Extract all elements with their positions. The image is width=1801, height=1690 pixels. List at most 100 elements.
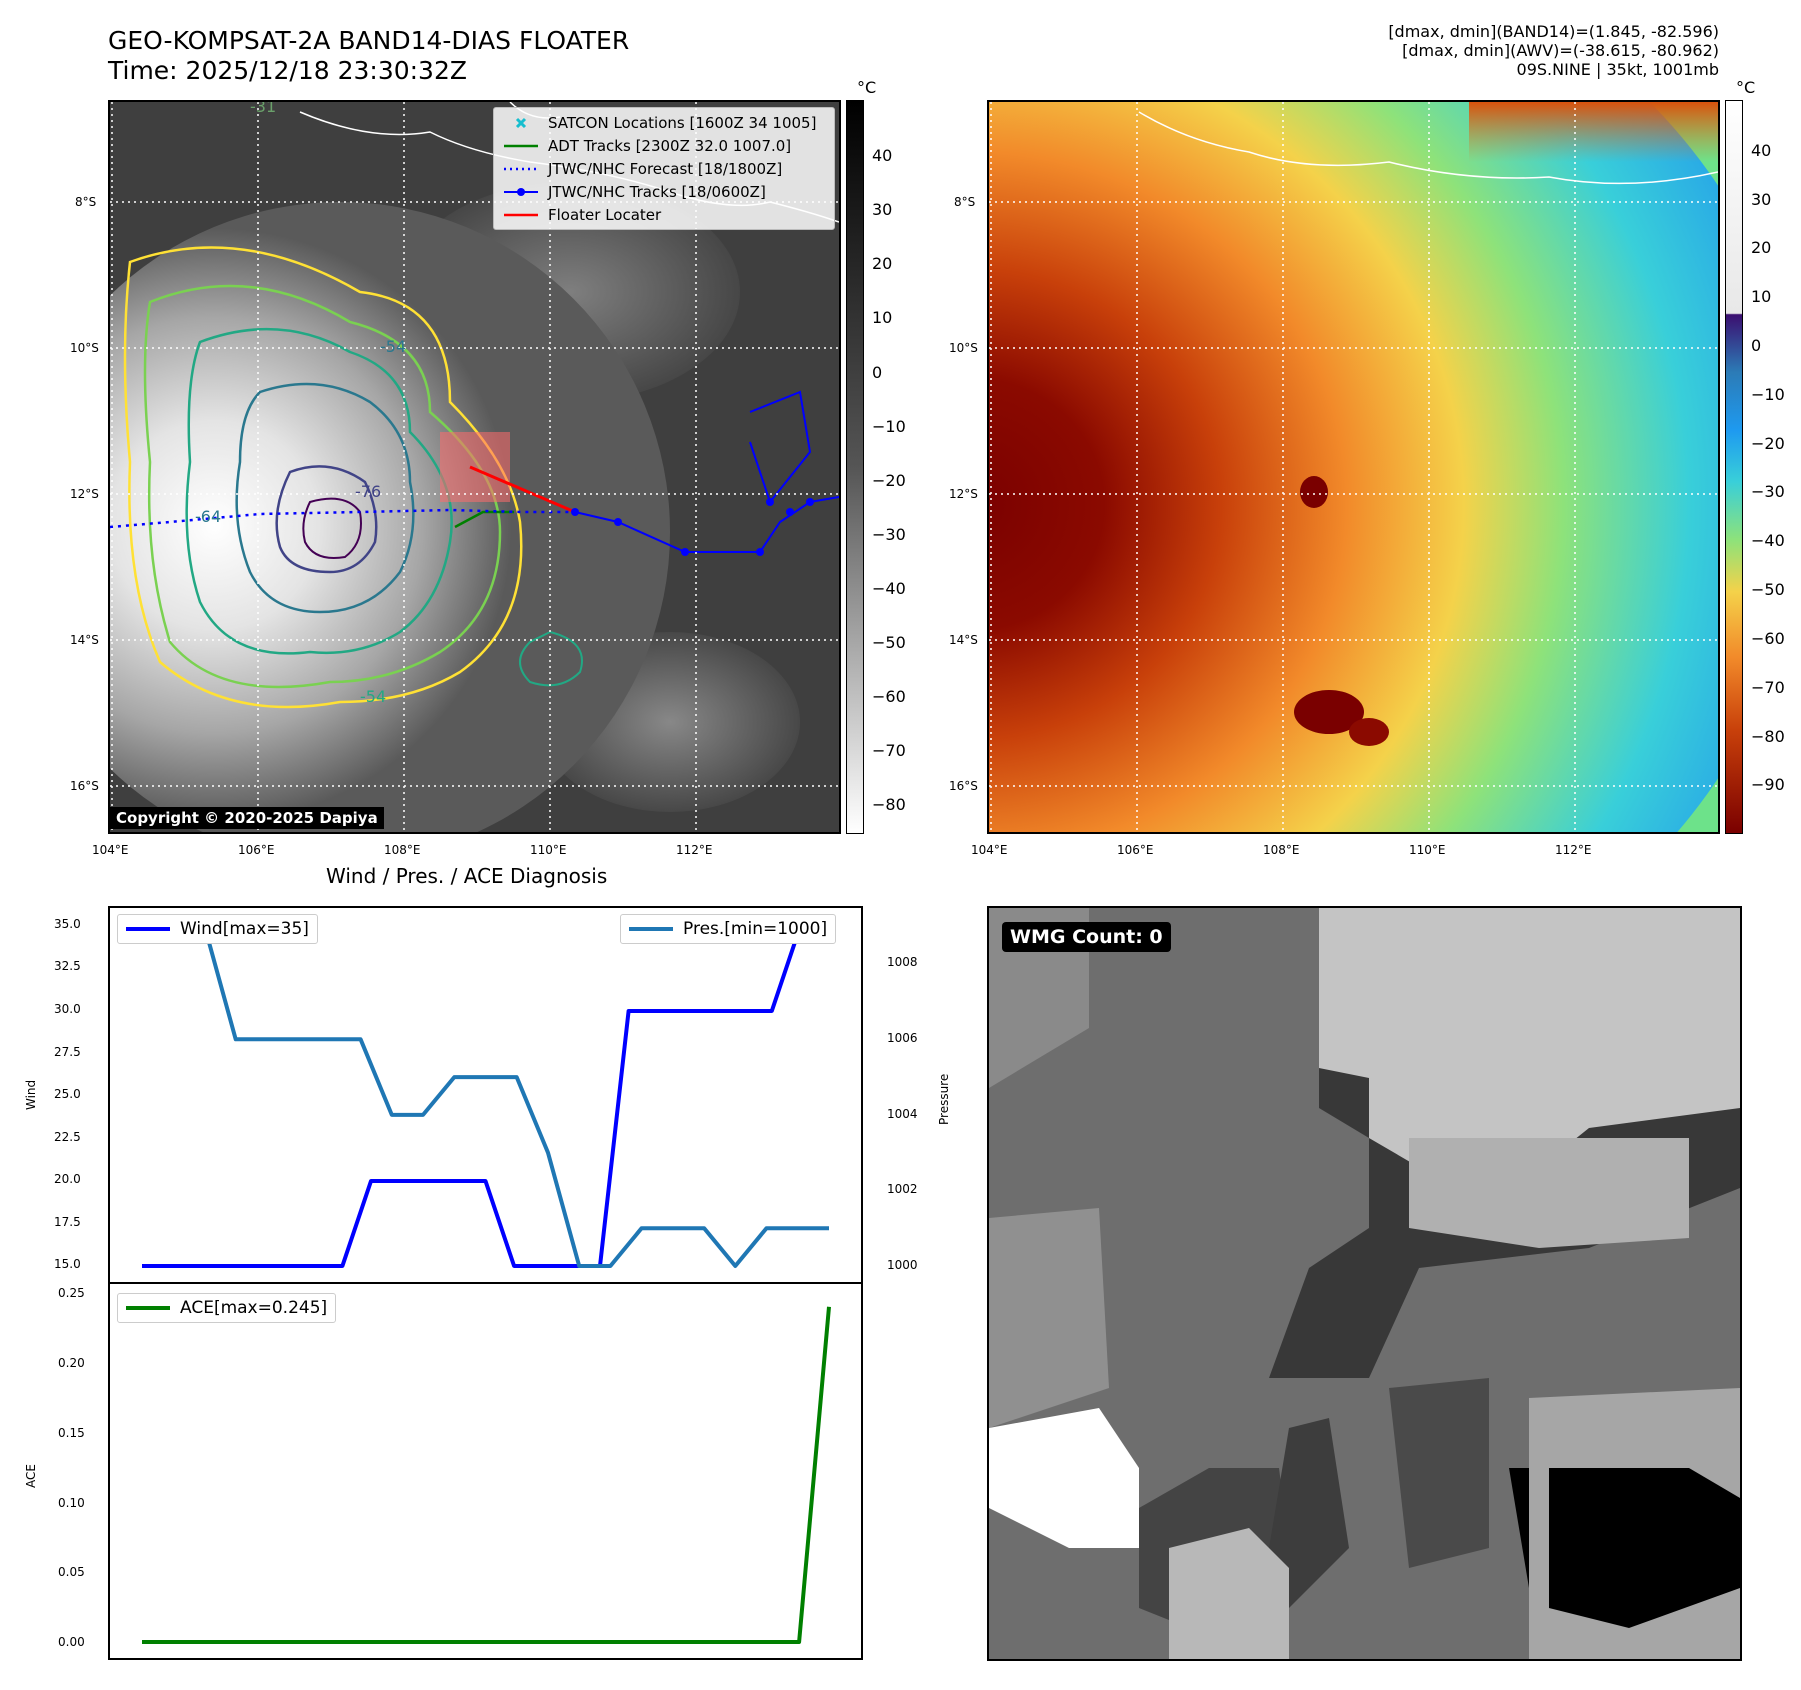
contour-label-1: -31 [250,102,276,116]
wind-legend-line [126,927,170,931]
contour-label-5: -54 [360,687,386,706]
title-line-2: Time: 2025/12/18 23:30:32Z [108,56,467,85]
lon-label: 110°E [1409,843,1446,857]
lat-label: 8°S [75,195,97,209]
colorbar-tick: 10 [872,308,893,327]
colorbar-tick: −60 [872,687,906,706]
contour-label-2: -54 [380,337,406,356]
pressure-axis-label: Pressure [937,1073,951,1125]
ace-tick: 0.25 [58,1286,85,1300]
colorbar-tick: −60 [1751,629,1785,648]
wind-tick: 15.0 [54,1257,81,1271]
pressure-tick: 1008 [887,955,918,969]
figure-title: GEO-KOMPSAT-2A BAND14-DIAS FLOATER Time:… [108,26,629,86]
legend-label: ADT Tracks [2300Z 32.0 1007.0] [548,136,792,155]
ace-tick: 0.15 [58,1426,85,1440]
ace-legend: ACE[max=0.245] [117,1293,337,1323]
colorbar-tick: 0 [872,363,883,382]
lon-label: 108°E [384,843,421,857]
colorbar-tick: −30 [872,525,906,544]
lon-label: 104°E [92,843,129,857]
wind-tick: 27.5 [54,1045,81,1059]
legend-label: Floater Locater [548,205,662,224]
colorbar-tick: −70 [872,741,906,760]
colorbar-tick: 20 [1751,238,1772,257]
info-line-1: [dmax, dmin](BAND14)=(1.845, -82.596) [1388,22,1719,41]
line-dot-icon [502,185,540,199]
lon-label: 104°E [971,843,1008,857]
colorbar-unit: °C [1736,78,1756,97]
wind-tick: 32.5 [54,959,81,973]
lon-label: 108°E [1263,843,1300,857]
wind-tick: 17.5 [54,1215,81,1229]
colorbar-tick: −30 [1751,482,1785,501]
contour-label-3: -64 [195,507,221,526]
lat-label: 8°S [954,195,976,209]
wind-tick: 20.0 [54,1172,81,1186]
copyright-label: Copyright © 2020-2025 Dapiya [110,807,384,829]
awv-map-image [989,102,1718,832]
lon-label: 112°E [1555,843,1592,857]
contour-label-4: -76 [355,482,381,501]
colorbar-tick: −20 [872,471,906,490]
colorbar-tick: −80 [872,795,906,814]
legend-item-satcon: SATCON Locations [1600Z 34 1005] [502,111,826,134]
colorbar-tick: 40 [872,146,893,165]
colorbar-tick: 30 [872,200,893,219]
pressure-legend-label: Pres.[min=1000] [683,919,828,939]
ace-series-line [142,1306,831,1644]
title-line-1: GEO-KOMPSAT-2A BAND14-DIAS FLOATER [108,26,630,55]
pressure-legend: Pres.[min=1000] [620,914,837,944]
colorbar-tick: −70 [1751,678,1785,697]
colorbar-tick: −50 [1751,580,1785,599]
ace-plot [142,1306,831,1644]
legend-label: SATCON Locations [1600Z 34 1005] [548,113,817,132]
lat-label: 10°S [949,341,978,355]
ace-tick: 0.00 [58,1635,85,1649]
colorbar-tick: −40 [1751,531,1785,550]
lat-label: 12°S [70,487,99,501]
colorbar-tick: −80 [1751,727,1785,746]
wind-tick: 35.0 [54,917,81,931]
colorbar-tick: −20 [1751,434,1785,453]
storm-info: [dmax, dmin](BAND14)=(1.845, -82.596) [d… [1388,22,1719,79]
colorbar-unit: °C [857,78,877,97]
wind-tick: 30.0 [54,1002,81,1016]
turbo-colorbar [1725,100,1743,834]
colorbar-tick: −10 [872,417,906,436]
wmg-count-badge: WMG Count: 0 [1002,922,1171,952]
wind-legend: Wind[max=35] [117,914,318,944]
pressure-legend-line [629,927,673,931]
wind-tick: 22.5 [54,1130,81,1144]
colorbar-tick: −10 [1751,385,1785,404]
colorbar-tick: −40 [872,579,906,598]
wind-series-line [142,924,829,1268]
legend-label: JTWC/NHC Tracks [18/0600Z] [548,182,766,201]
wind-pressure-plot [142,924,829,1268]
legend-item-forecast: JTWC/NHC Forecast [18/1800Z] [502,157,826,180]
colorbar-tick: 40 [1751,141,1772,160]
lon-label: 106°E [238,843,275,857]
lat-label: 14°S [70,633,99,647]
lon-label: 106°E [1117,843,1154,857]
ace-legend-label: ACE[max=0.245] [180,1298,328,1318]
wind-legend-label: Wind[max=35] [180,919,309,939]
pressure-tick: 1006 [887,1031,918,1045]
pressure-tick: 1002 [887,1182,918,1196]
pressure-tick: 1004 [887,1107,918,1121]
legend-label: JTWC/NHC Forecast [18/1800Z] [548,159,783,178]
legend-item-tracks: JTWC/NHC Tracks [18/0600Z] [502,180,826,203]
colorbar-tick: 0 [1751,336,1762,355]
grayscale-colorbar [846,100,864,834]
wmg-panel [987,906,1742,1661]
wind-tick: 25.0 [54,1087,81,1101]
lat-label: 12°S [949,487,978,501]
dotted-line-icon [502,162,540,176]
colorbar-tick: −50 [872,633,906,652]
colorbar-tick: 30 [1751,190,1772,209]
ace-tick: 0.10 [58,1496,85,1510]
awv-map-panel [987,100,1720,834]
ace-chart [108,1282,863,1660]
lon-label: 112°E [676,843,713,857]
colorbar-tick: 20 [872,254,893,273]
